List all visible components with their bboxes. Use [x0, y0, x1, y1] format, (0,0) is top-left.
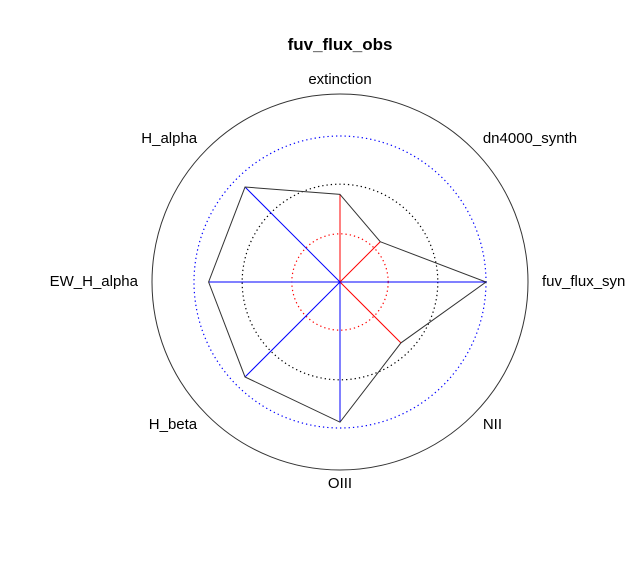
- axis-label-H_alpha: H_alpha: [141, 130, 198, 147]
- axis-label-extinction: extinction: [308, 71, 371, 88]
- axis-labels: extinction dn4000_synth fuv_flux_syn NII OII…: [50, 71, 626, 492]
- axis-label-dn4000_synth: dn4000_synth: [483, 130, 577, 147]
- data-polygon-layer: [208, 186, 488, 423]
- axis-label-H_beta: H_beta: [149, 416, 198, 433]
- spoke-dn4000_synth: [339, 241, 381, 283]
- spoke-H_alpha: [244, 186, 341, 283]
- outer-circle: [151, 93, 529, 471]
- axis-label-NII: NII: [483, 416, 502, 433]
- chart-title: fuv_flux_obs: [288, 35, 393, 54]
- data-polygon: [208, 186, 488, 423]
- spoke-H_beta: [244, 281, 341, 378]
- axis-label-fuv_flux_syn: fuv_flux_syn: [542, 273, 625, 290]
- spoke-NII: [339, 281, 402, 344]
- axis-label-EW_H_alpha: EW_H_alpha: [50, 273, 139, 290]
- spokes: [208, 186, 486, 423]
- axis-label-OIII: OIII: [328, 475, 352, 492]
